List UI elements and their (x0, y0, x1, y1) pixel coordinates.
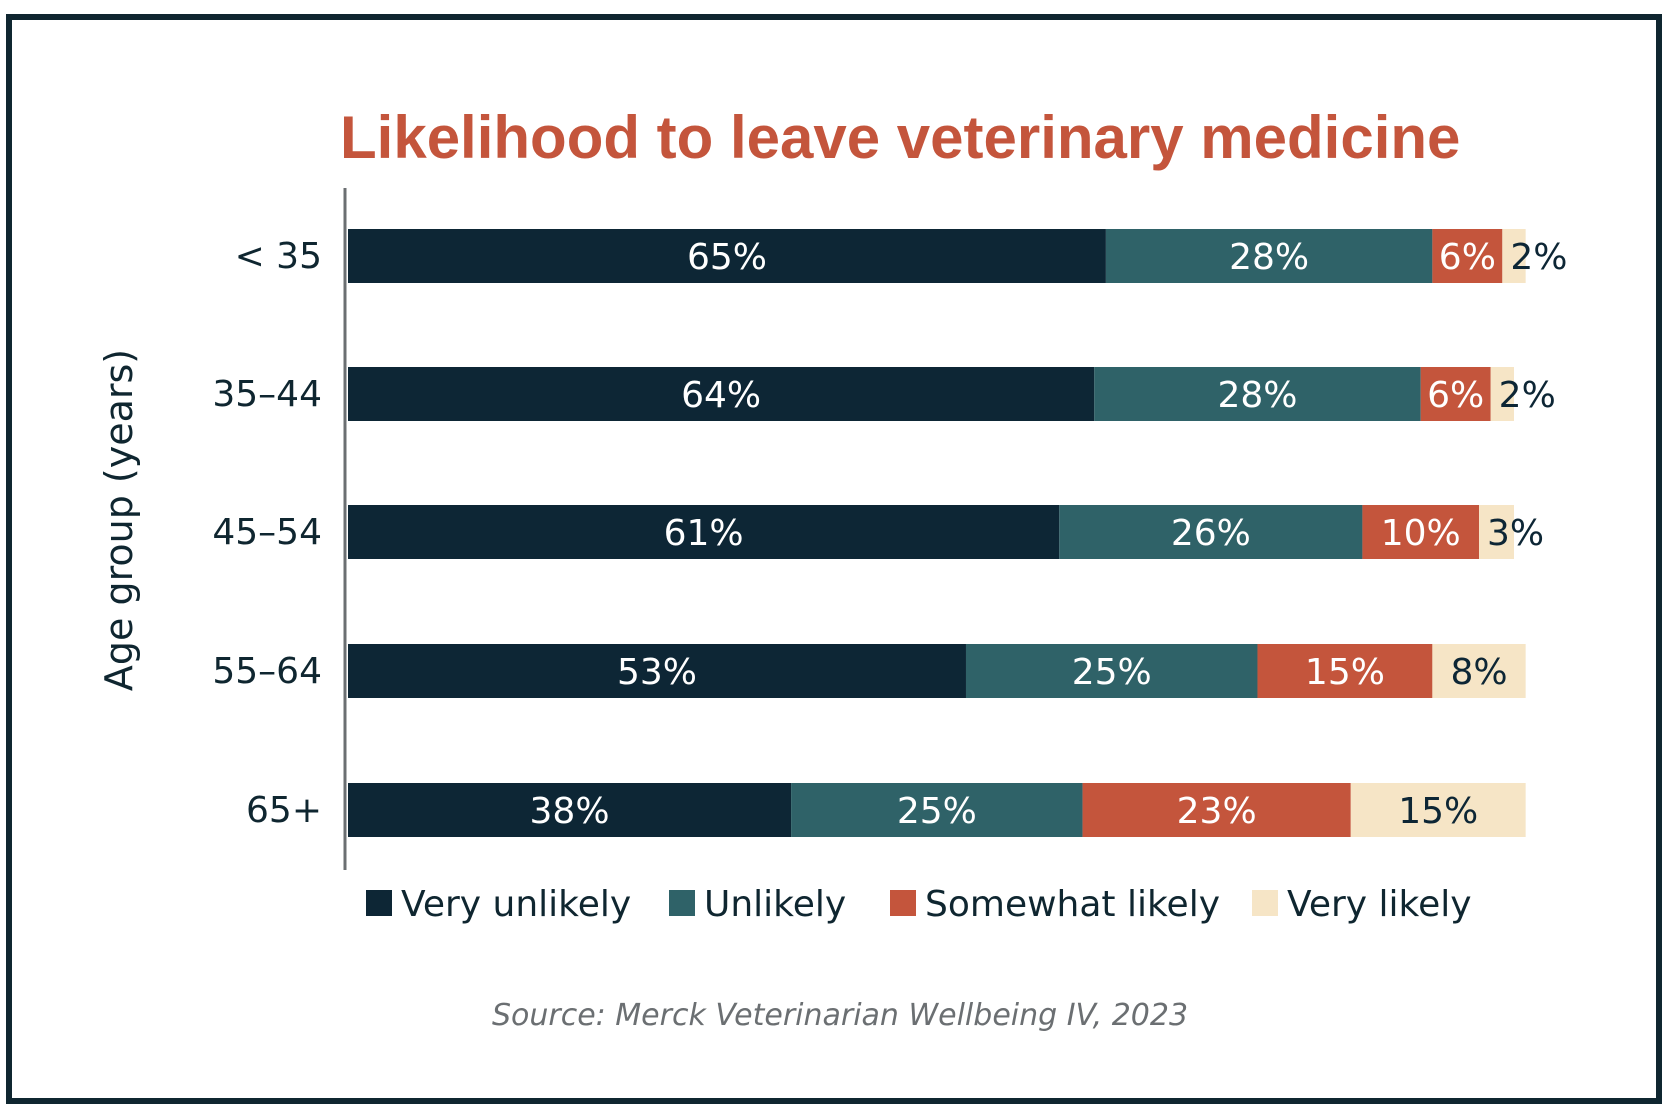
value-label: 38% (530, 791, 610, 832)
chart-title: Likelihood to leave veterinary medicine (340, 104, 1460, 171)
value-label: 6% (1427, 375, 1484, 416)
bar-segment-very-likely (1432, 644, 1526, 698)
value-label: 23% (1177, 791, 1257, 832)
bar-segment-very-likely (1502, 229, 1526, 283)
bar-segment-very-likely (1490, 367, 1514, 421)
value-label: 3% (1487, 513, 1544, 554)
category-label: 45–54 (212, 512, 322, 553)
category-label: < 35 (235, 236, 322, 277)
value-label: 26% (1171, 513, 1251, 554)
bar-segment-unlikely (1105, 229, 1433, 283)
bar-segment-very-unlikely (348, 505, 1060, 559)
bar-segment-unlikely (791, 783, 1083, 837)
legend-label: Somewhat likely (925, 884, 1220, 925)
source-note: Source: Merck Veterinarian Wellbeing IV,… (492, 998, 1188, 1033)
category-labels: < 35 35–44 45–54 55–64 65+ (212, 236, 322, 831)
bar-segment-somewhat-likely (1257, 644, 1433, 698)
value-label: 61% (664, 513, 744, 554)
value-label: 65% (687, 237, 767, 278)
legend-swatch (1252, 890, 1278, 916)
bar-segment-unlikely (965, 644, 1258, 698)
y-axis-title: Age group (years) (97, 349, 141, 691)
bar-segment-unlikely (1059, 505, 1363, 559)
value-label: 2% (1499, 375, 1556, 416)
bar-segment-very-unlikely (348, 367, 1095, 421)
bar-segment-very-unlikely (348, 783, 792, 837)
bar-segment-unlikely (1094, 367, 1421, 421)
value-label: 6% (1439, 237, 1496, 278)
legend-swatch (366, 890, 392, 916)
value-label: 8% (1450, 652, 1507, 693)
category-label: 55–64 (212, 651, 322, 692)
value-label: 15% (1398, 791, 1478, 832)
category-label: 65+ (246, 790, 322, 831)
legend-label: Unlikely (704, 884, 846, 925)
bar-segment-somewhat-likely (1082, 783, 1351, 837)
value-label: 53% (617, 652, 697, 693)
legend-swatch (890, 890, 916, 916)
legend-swatch (669, 890, 695, 916)
value-label: 10% (1381, 513, 1461, 554)
bars-group: 65% 28% 6% 2% 64% 28% 6% 2% 61% 26% 10% 3% 53% 25% 15%… (348, 229, 1567, 837)
bar-segment-very-unlikely (348, 229, 1106, 283)
value-label: 2% (1510, 237, 1567, 278)
value-label: 25% (897, 791, 977, 832)
bar-segment-very-likely (1479, 505, 1514, 559)
category-label: 35–44 (212, 374, 322, 415)
value-label: 15% (1305, 652, 1385, 693)
bar-segment-very-likely (1350, 783, 1526, 837)
value-label: 25% (1072, 652, 1152, 693)
bar-segment-somewhat-likely (1420, 367, 1491, 421)
legend: Very unlikely Unlikely Somewhat likely Very… (366, 884, 1472, 925)
value-label: 28% (1217, 375, 1297, 416)
legend-label: Very likely (1287, 884, 1472, 925)
bar-segment-very-unlikely (348, 644, 966, 698)
value-label: 64% (681, 375, 761, 416)
value-label: 28% (1229, 237, 1309, 278)
legend-label: Very unlikely (401, 884, 631, 925)
bar-segment-somewhat-likely (1432, 229, 1503, 283)
bar-segment-somewhat-likely (1362, 505, 1480, 559)
